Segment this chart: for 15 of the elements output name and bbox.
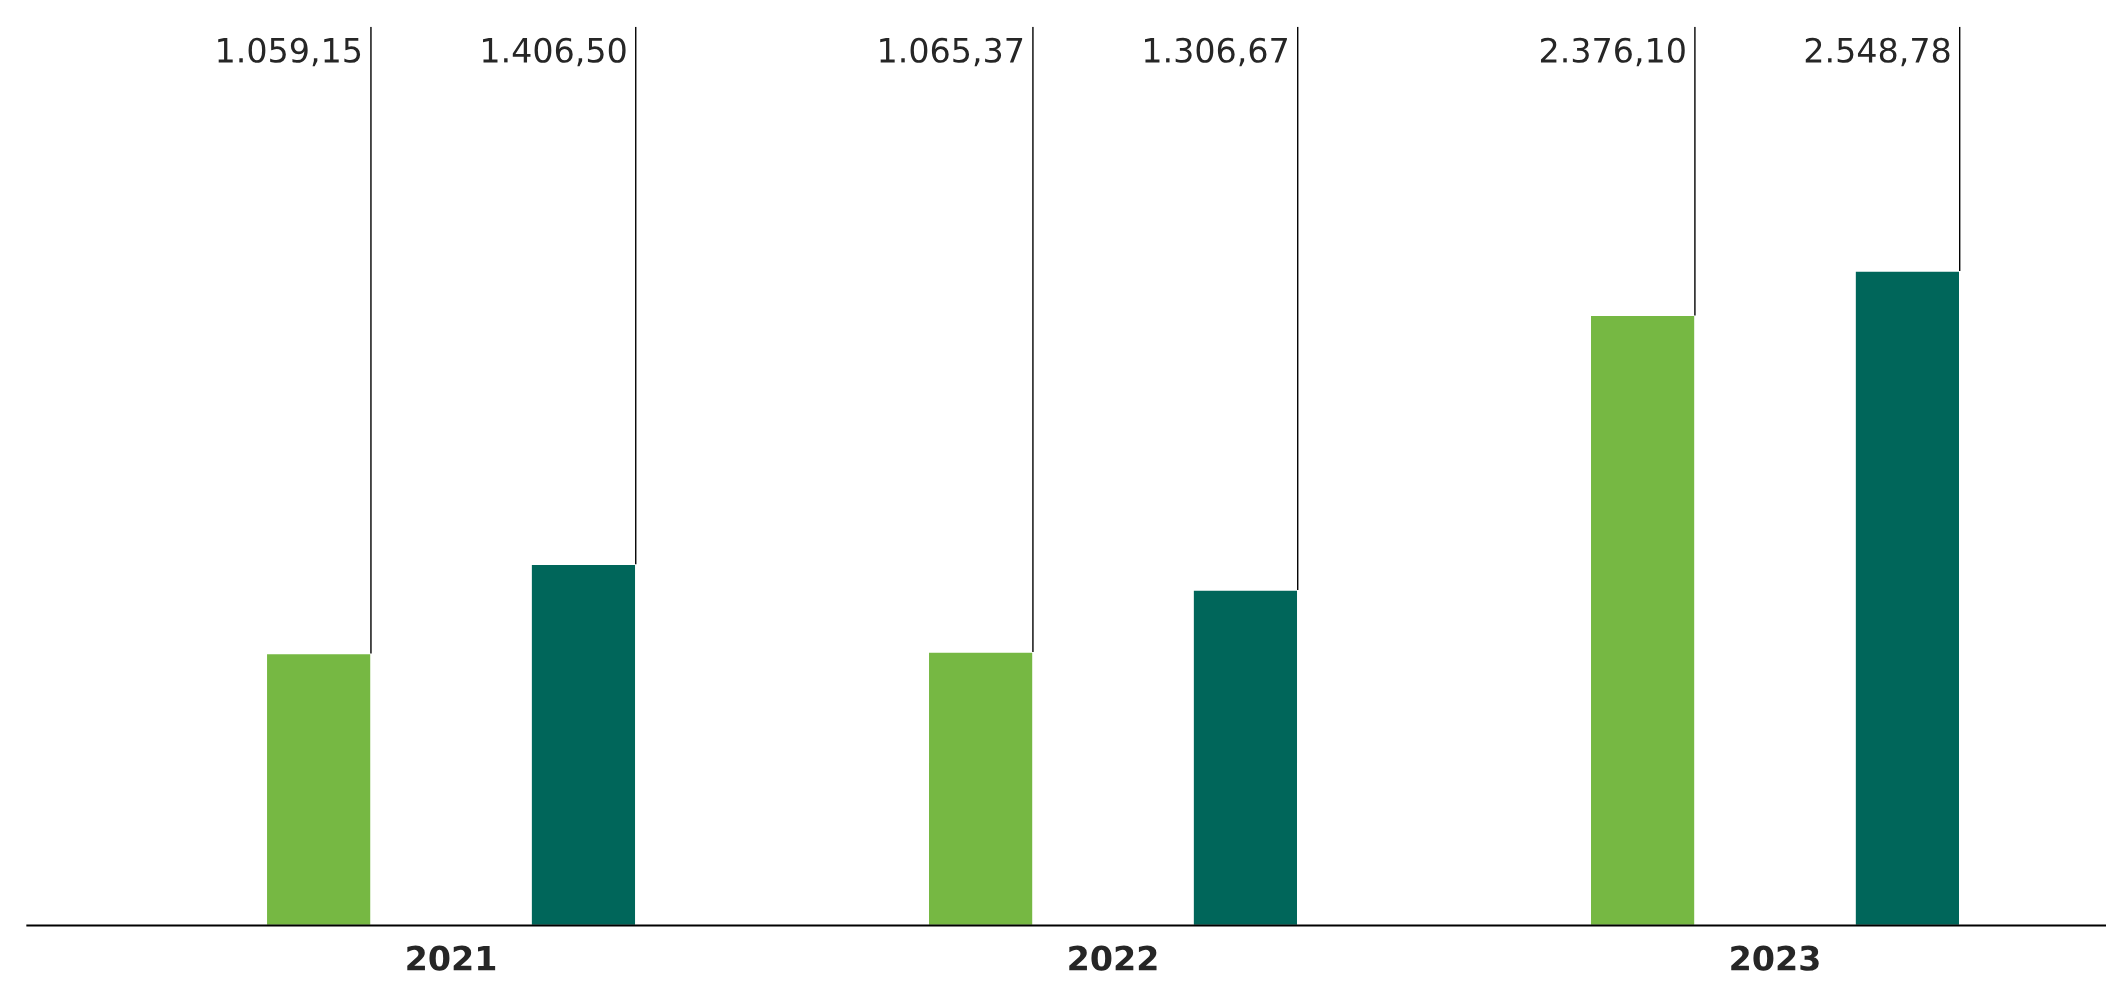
x-tick-label: 2021 xyxy=(407,945,496,971)
bar xyxy=(1854,270,1961,926)
data-label: 1.306,67 xyxy=(1145,37,1287,67)
data-label: 2.548,78 xyxy=(1805,37,1950,67)
x-tick-label: 2022 xyxy=(1069,945,1157,971)
bar xyxy=(927,651,1034,926)
data-label: 1.406,50 xyxy=(483,37,626,67)
data-label: 2.376,10 xyxy=(1540,37,1685,67)
data-label: 1.059,15 xyxy=(218,37,361,67)
x-tick-label: 2023 xyxy=(1731,945,1819,971)
bar xyxy=(265,652,372,926)
bar xyxy=(1589,314,1696,926)
data-label: 1.065,37 xyxy=(880,37,1023,67)
bar xyxy=(530,563,637,926)
bar xyxy=(1192,589,1299,926)
